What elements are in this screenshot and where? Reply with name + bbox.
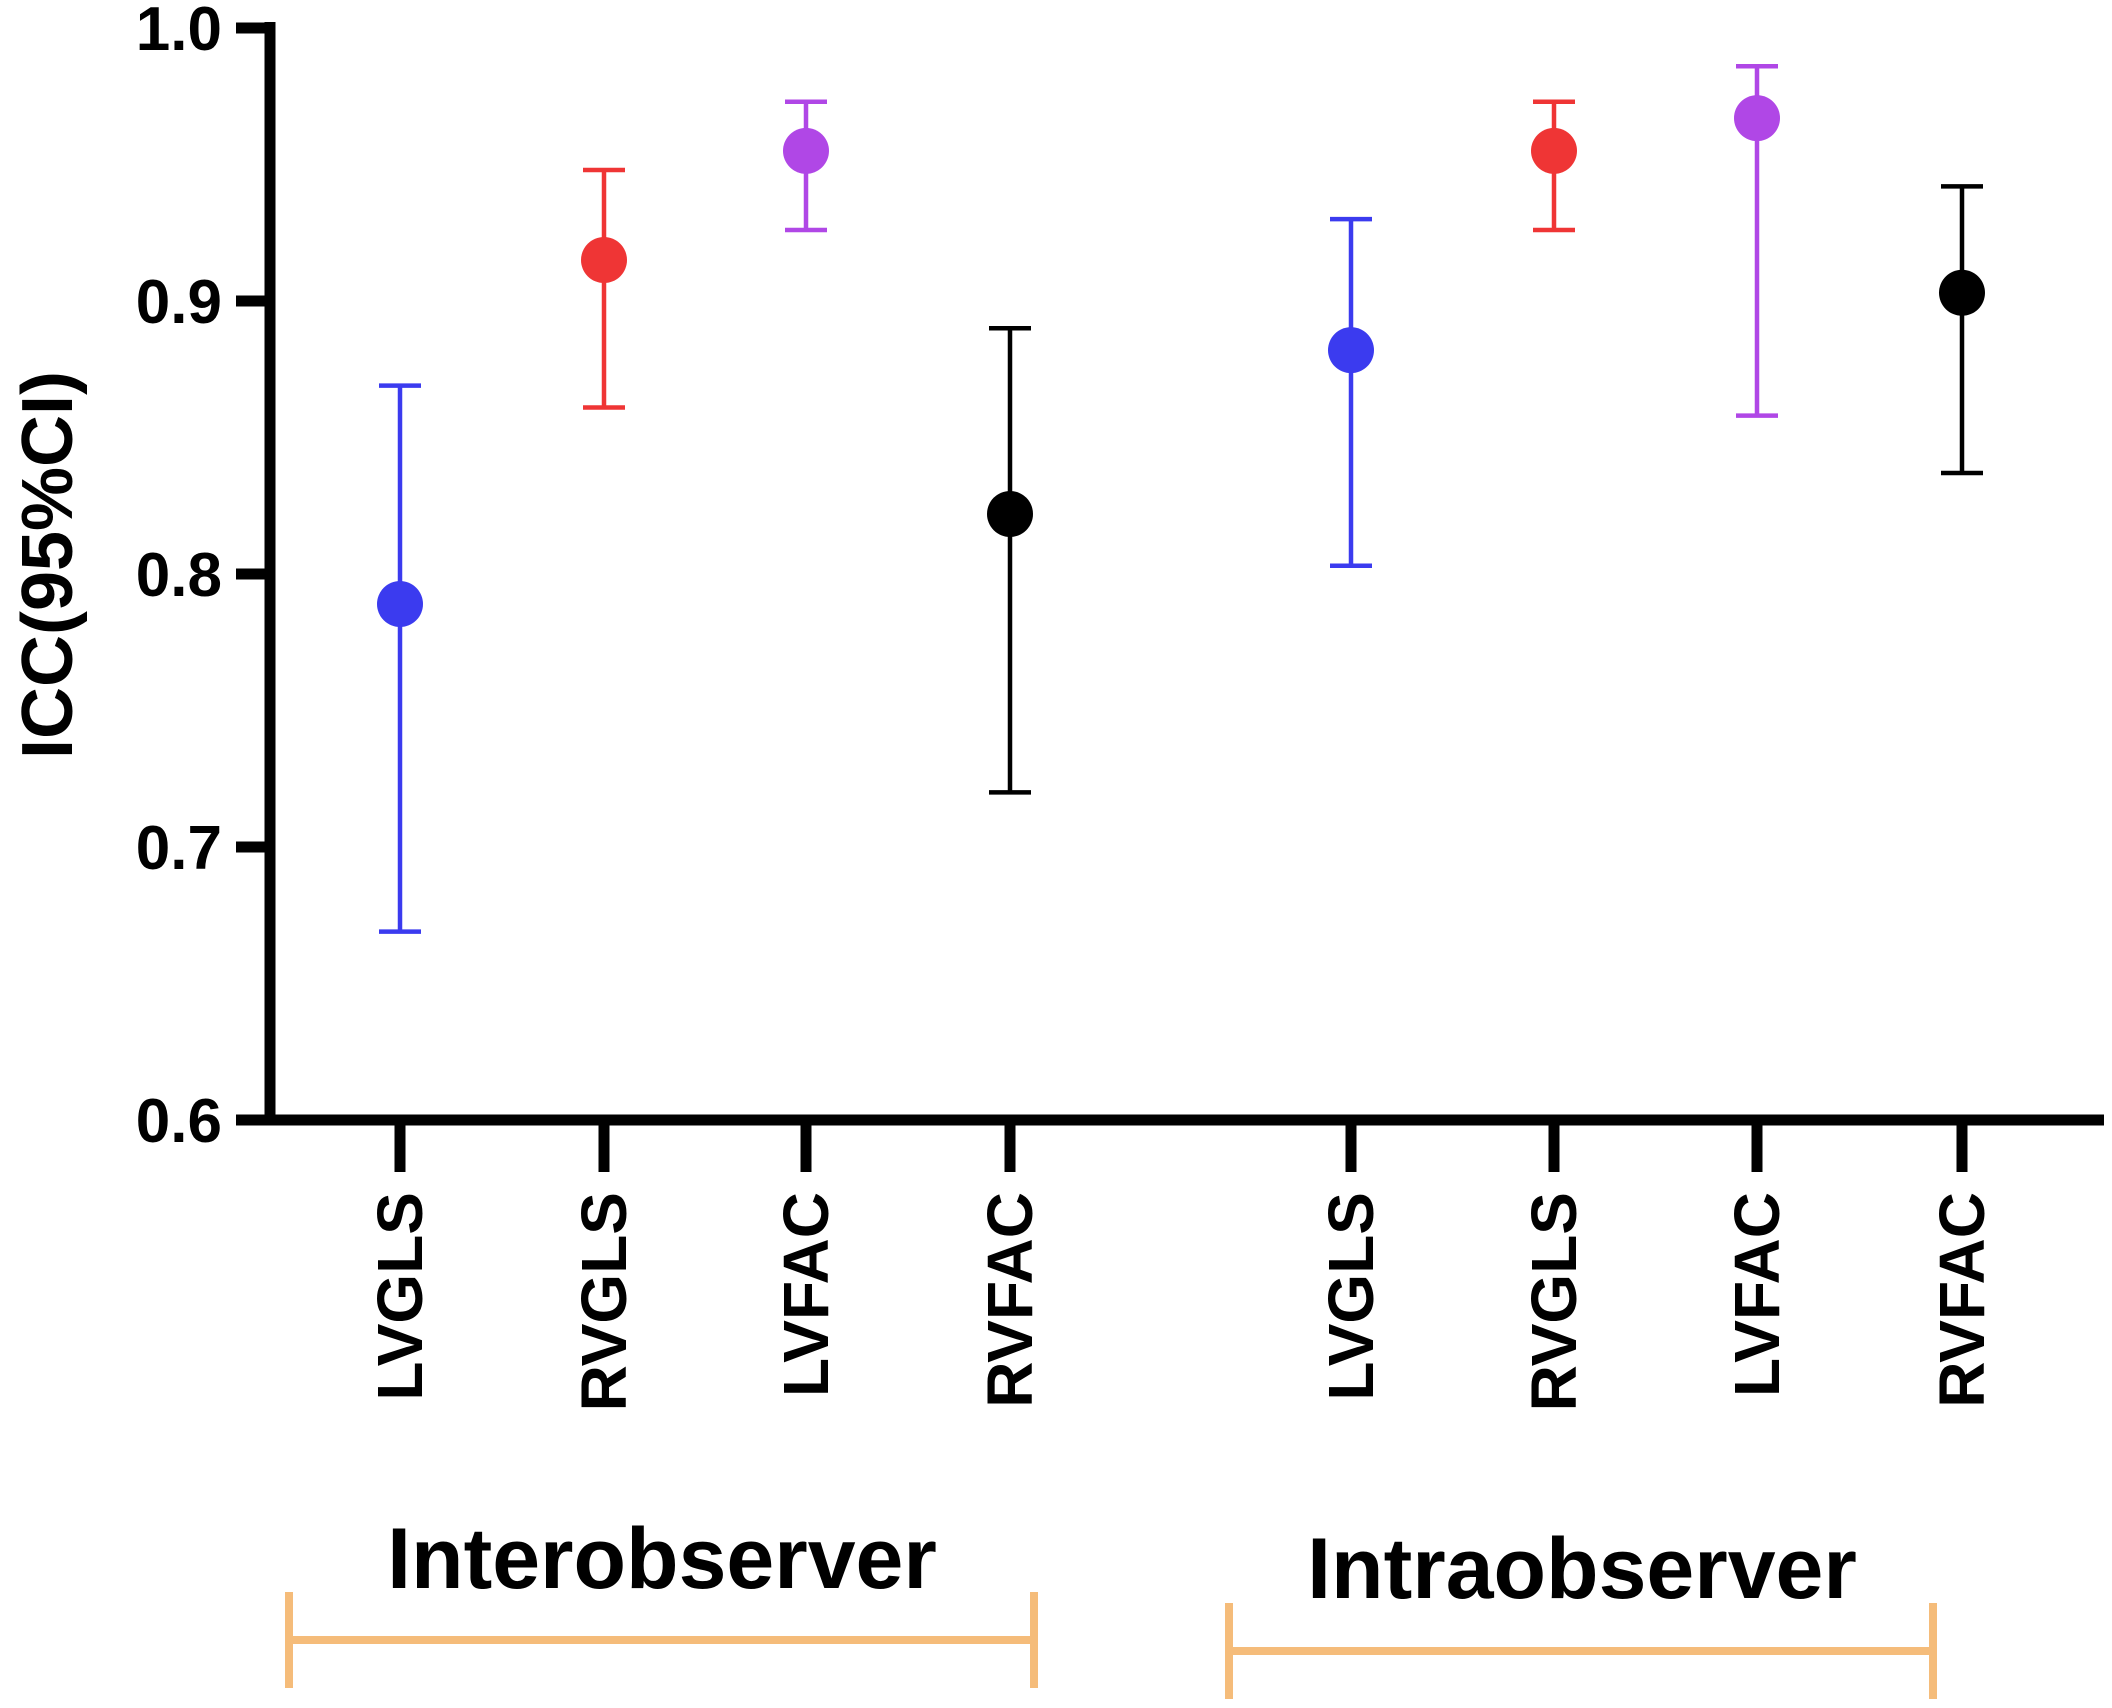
- y-ticks: 0.6 0.7 0.8 0.9 1.0: [136, 0, 270, 1156]
- data-point: [1734, 95, 1780, 142]
- data-point: [1531, 127, 1577, 174]
- group-brackets: Interobserver Intraobserver: [285, 1511, 1937, 1699]
- x-tick-label: LVGLS: [364, 1192, 436, 1401]
- error-bars: [379, 63, 1983, 934]
- x-tick-label: LVGLS: [1315, 1192, 1387, 1401]
- x-tick-label: RVGLS: [1518, 1192, 1590, 1411]
- data-point: [783, 127, 829, 174]
- x-ticks: LVGLS RVGLS LVFAC RVFAC LVGLS RVGLS LVFAC RVFAC: [364, 1120, 1998, 1411]
- data-point: [987, 490, 1033, 537]
- data-point: [1328, 327, 1374, 374]
- data-points: [377, 95, 1985, 628]
- group-label: Intraobserver: [1307, 1521, 1857, 1617]
- group-label: Interobserver: [387, 1511, 937, 1607]
- x-tick-label: RVFAC: [974, 1192, 1046, 1408]
- y-tick-label: 1.0: [136, 0, 222, 64]
- y-axis-title: ICC(95%CI): [8, 371, 88, 759]
- x-tick-label: LVFAC: [770, 1192, 842, 1397]
- y-tick-label: 0.8: [136, 541, 222, 610]
- y-tick-label: 0.6: [136, 1087, 222, 1156]
- data-point: [581, 237, 627, 284]
- x-tick-label: RVFAC: [1926, 1192, 1998, 1408]
- data-point: [1939, 269, 1985, 316]
- y-tick-label: 0.9: [136, 268, 222, 337]
- axes: [264, 22, 2104, 1126]
- x-tick-label: RVGLS: [568, 1192, 640, 1411]
- data-point: [377, 581, 423, 628]
- y-tick-label: 0.7: [136, 814, 222, 883]
- x-tick-label: LVFAC: [1721, 1192, 1793, 1397]
